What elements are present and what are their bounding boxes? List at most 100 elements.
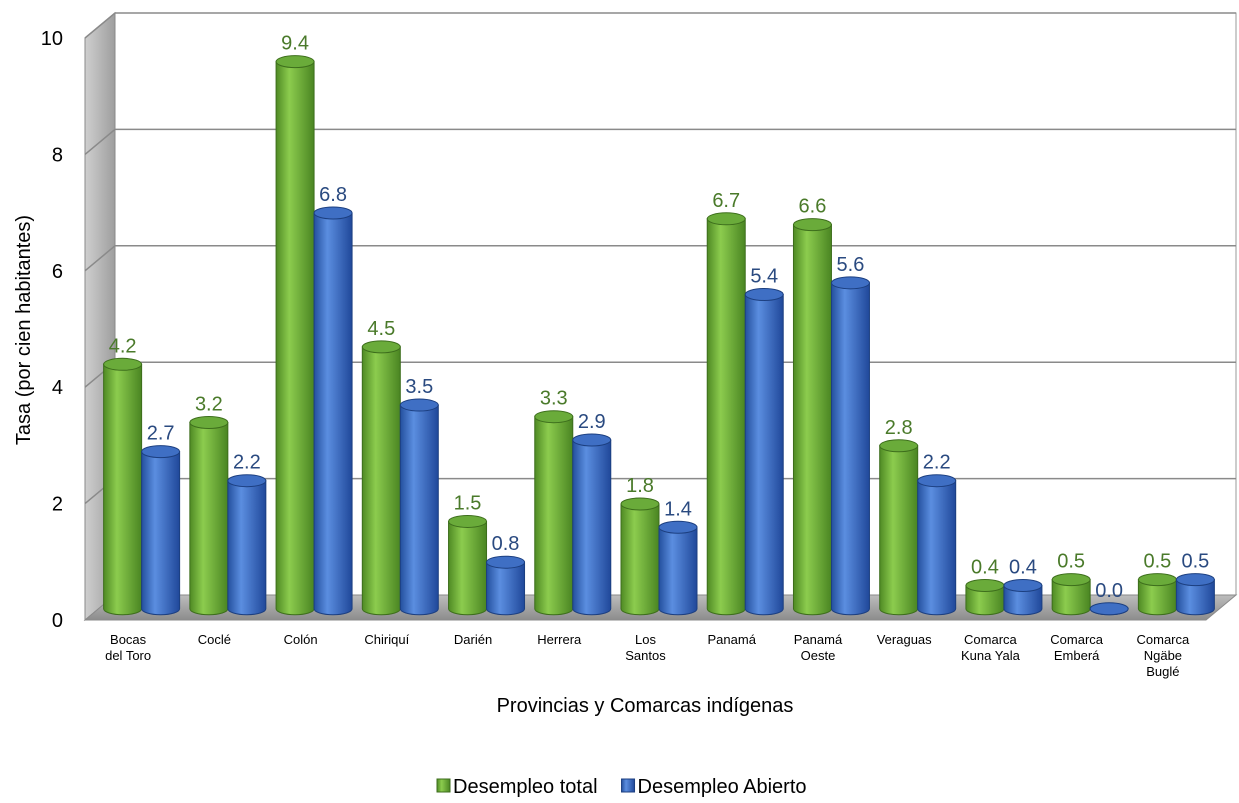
y-tick-label: 2 bbox=[52, 494, 63, 516]
category-labels: Bocas del Toro Coclé Colón Chiriquí Darién Her… bbox=[105, 632, 1190, 679]
bar-body bbox=[1175, 579, 1215, 616]
category-label: Panamá bbox=[708, 632, 757, 647]
bar-body bbox=[572, 439, 612, 616]
y-tick-label: 6 bbox=[52, 261, 63, 283]
bar bbox=[744, 287, 784, 616]
bar-top bbox=[744, 287, 784, 301]
data-label: 0.0 bbox=[1095, 580, 1123, 602]
bar bbox=[189, 416, 229, 616]
bar-body bbox=[361, 346, 401, 616]
bar bbox=[1089, 602, 1129, 616]
bar-body bbox=[227, 480, 267, 616]
category-label-line: Bocas bbox=[110, 632, 147, 647]
legend-swatch bbox=[621, 778, 636, 793]
bar-top bbox=[275, 55, 315, 69]
category-label: Comarca Kuna Yala bbox=[961, 632, 1021, 663]
category-label-line: Los bbox=[635, 632, 656, 647]
category-label-line: Santos bbox=[625, 648, 666, 663]
y-axis-title: Tasa (por cien habitantes) bbox=[13, 215, 35, 445]
bar bbox=[917, 474, 957, 616]
data-label: 3.3 bbox=[540, 388, 568, 410]
bar bbox=[1137, 573, 1177, 616]
bar-body bbox=[534, 416, 574, 616]
bar-top bbox=[658, 520, 698, 534]
data-label: 2.7 bbox=[147, 423, 175, 445]
bar bbox=[879, 439, 919, 616]
bar-top bbox=[141, 445, 181, 459]
bar-body bbox=[313, 212, 353, 616]
category-label: Comarca Ngäbe Buglé bbox=[1137, 632, 1191, 679]
bar-body bbox=[1003, 584, 1043, 616]
y-tick-label: 4 bbox=[52, 377, 63, 399]
bar-body bbox=[744, 293, 784, 616]
bar-top bbox=[103, 357, 143, 371]
data-label: 0.5 bbox=[1181, 551, 1209, 573]
bar bbox=[1175, 573, 1215, 616]
category-label-line: Colón bbox=[284, 632, 318, 647]
category-label-line: Chiriquí bbox=[364, 632, 409, 647]
data-label: 6.8 bbox=[319, 184, 347, 206]
bars bbox=[103, 55, 1215, 616]
bar-body bbox=[706, 218, 746, 616]
category-label: Los Santos bbox=[625, 632, 666, 663]
data-label: 6.6 bbox=[799, 196, 827, 218]
legend: Desempleo total Desempleo Abierto bbox=[436, 776, 807, 798]
category-label-line: Buglé bbox=[1146, 664, 1179, 679]
bar bbox=[792, 218, 832, 616]
bar-top bbox=[620, 497, 660, 511]
bar-top bbox=[879, 439, 919, 453]
y-tick-label: 0 bbox=[52, 610, 63, 632]
gridline bbox=[84, 12, 1236, 39]
data-label: 0.5 bbox=[1057, 551, 1085, 573]
legend-label: Desempleo Abierto bbox=[638, 776, 807, 798]
category-label-line: Comarca bbox=[1137, 632, 1191, 647]
bar bbox=[313, 206, 353, 616]
bar bbox=[448, 514, 488, 616]
bar-top bbox=[361, 340, 401, 354]
data-label: 2.8 bbox=[885, 417, 913, 439]
category-label: Panamá Oeste bbox=[794, 632, 843, 663]
bar-top bbox=[917, 474, 957, 488]
bar-top bbox=[1175, 573, 1215, 587]
category-label-line: Comarca bbox=[964, 632, 1018, 647]
bar-body bbox=[103, 363, 143, 616]
data-label: 6.7 bbox=[712, 190, 740, 212]
category-label-line: Coclé bbox=[198, 632, 231, 647]
bar-body bbox=[399, 404, 439, 616]
data-label: 2.2 bbox=[233, 452, 261, 474]
bar bbox=[658, 520, 698, 616]
bar-top bbox=[792, 218, 832, 232]
data-label: 1.8 bbox=[626, 475, 654, 497]
bar bbox=[572, 433, 612, 616]
bar-top bbox=[1003, 578, 1043, 592]
bar-body bbox=[275, 61, 315, 616]
data-label: 1.4 bbox=[664, 498, 692, 520]
category-label: Darién bbox=[454, 632, 492, 647]
gridline bbox=[84, 245, 1236, 272]
bar bbox=[830, 276, 870, 616]
y-tick-label: 10 bbox=[41, 28, 63, 50]
category-label-line: Panamá bbox=[794, 632, 843, 647]
bar-body bbox=[830, 282, 870, 616]
data-label: 0.5 bbox=[1143, 551, 1171, 573]
bar-top bbox=[1051, 573, 1091, 587]
bar bbox=[1003, 578, 1043, 616]
bar-body bbox=[879, 445, 919, 616]
x-axis-title: Provincias y Comarcas indígenas bbox=[497, 695, 794, 717]
data-label: 3.2 bbox=[195, 394, 223, 416]
bar bbox=[227, 474, 267, 616]
bar-body bbox=[486, 561, 526, 616]
data-label: 0.4 bbox=[971, 556, 999, 578]
data-label: 1.5 bbox=[454, 492, 482, 514]
category-label-line: del Toro bbox=[105, 648, 151, 663]
category-label: Chiriquí bbox=[364, 632, 409, 647]
category-label-line: Oeste bbox=[801, 648, 836, 663]
bar-body bbox=[792, 224, 832, 616]
bar bbox=[965, 578, 1005, 616]
category-label-line: Comarca bbox=[1050, 632, 1104, 647]
data-label: 2.9 bbox=[578, 411, 606, 433]
y-axis-ticks: 0 2 4 6 8 10 bbox=[41, 28, 63, 632]
category-label: Coclé bbox=[198, 632, 231, 647]
bar bbox=[103, 357, 143, 616]
